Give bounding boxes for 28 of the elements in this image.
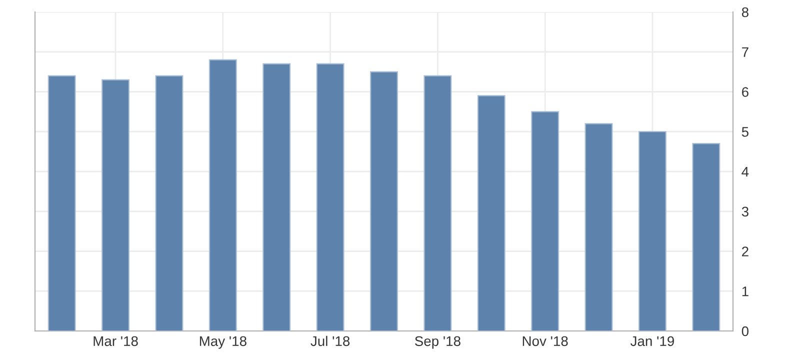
bar xyxy=(155,75,184,331)
x-tick-label: May '18 xyxy=(200,336,246,349)
x-tick-label: Jan '19 xyxy=(630,336,674,346)
y-tick-label: 8 xyxy=(742,7,748,18)
y-tick-label: 0 xyxy=(742,326,749,336)
y-tick-label: 5 xyxy=(742,127,748,137)
y-tick-label: 6 xyxy=(742,87,748,97)
x-tick-label: Sep '18 xyxy=(414,336,460,349)
bar xyxy=(370,71,398,331)
bar xyxy=(48,75,76,331)
bar xyxy=(531,111,560,331)
x-tick-label: Mar '18 xyxy=(94,336,138,346)
bar xyxy=(692,143,720,331)
bar xyxy=(316,63,344,331)
y-tick-label: 7 xyxy=(742,47,748,57)
bar xyxy=(102,79,130,331)
bar xyxy=(477,95,506,331)
bar xyxy=(208,59,237,331)
bar xyxy=(262,63,291,331)
x-tick-label: Nov '18 xyxy=(522,336,568,346)
x-tick-label: Jul '18 xyxy=(310,336,350,346)
bar xyxy=(584,123,613,331)
y-tick-label: 2 xyxy=(742,246,748,256)
y-tick-label: 1 xyxy=(742,286,748,296)
y-tick-label: 3 xyxy=(742,206,748,217)
bar xyxy=(638,131,666,331)
y-tick-label: 4 xyxy=(742,166,749,177)
bar xyxy=(424,75,452,331)
